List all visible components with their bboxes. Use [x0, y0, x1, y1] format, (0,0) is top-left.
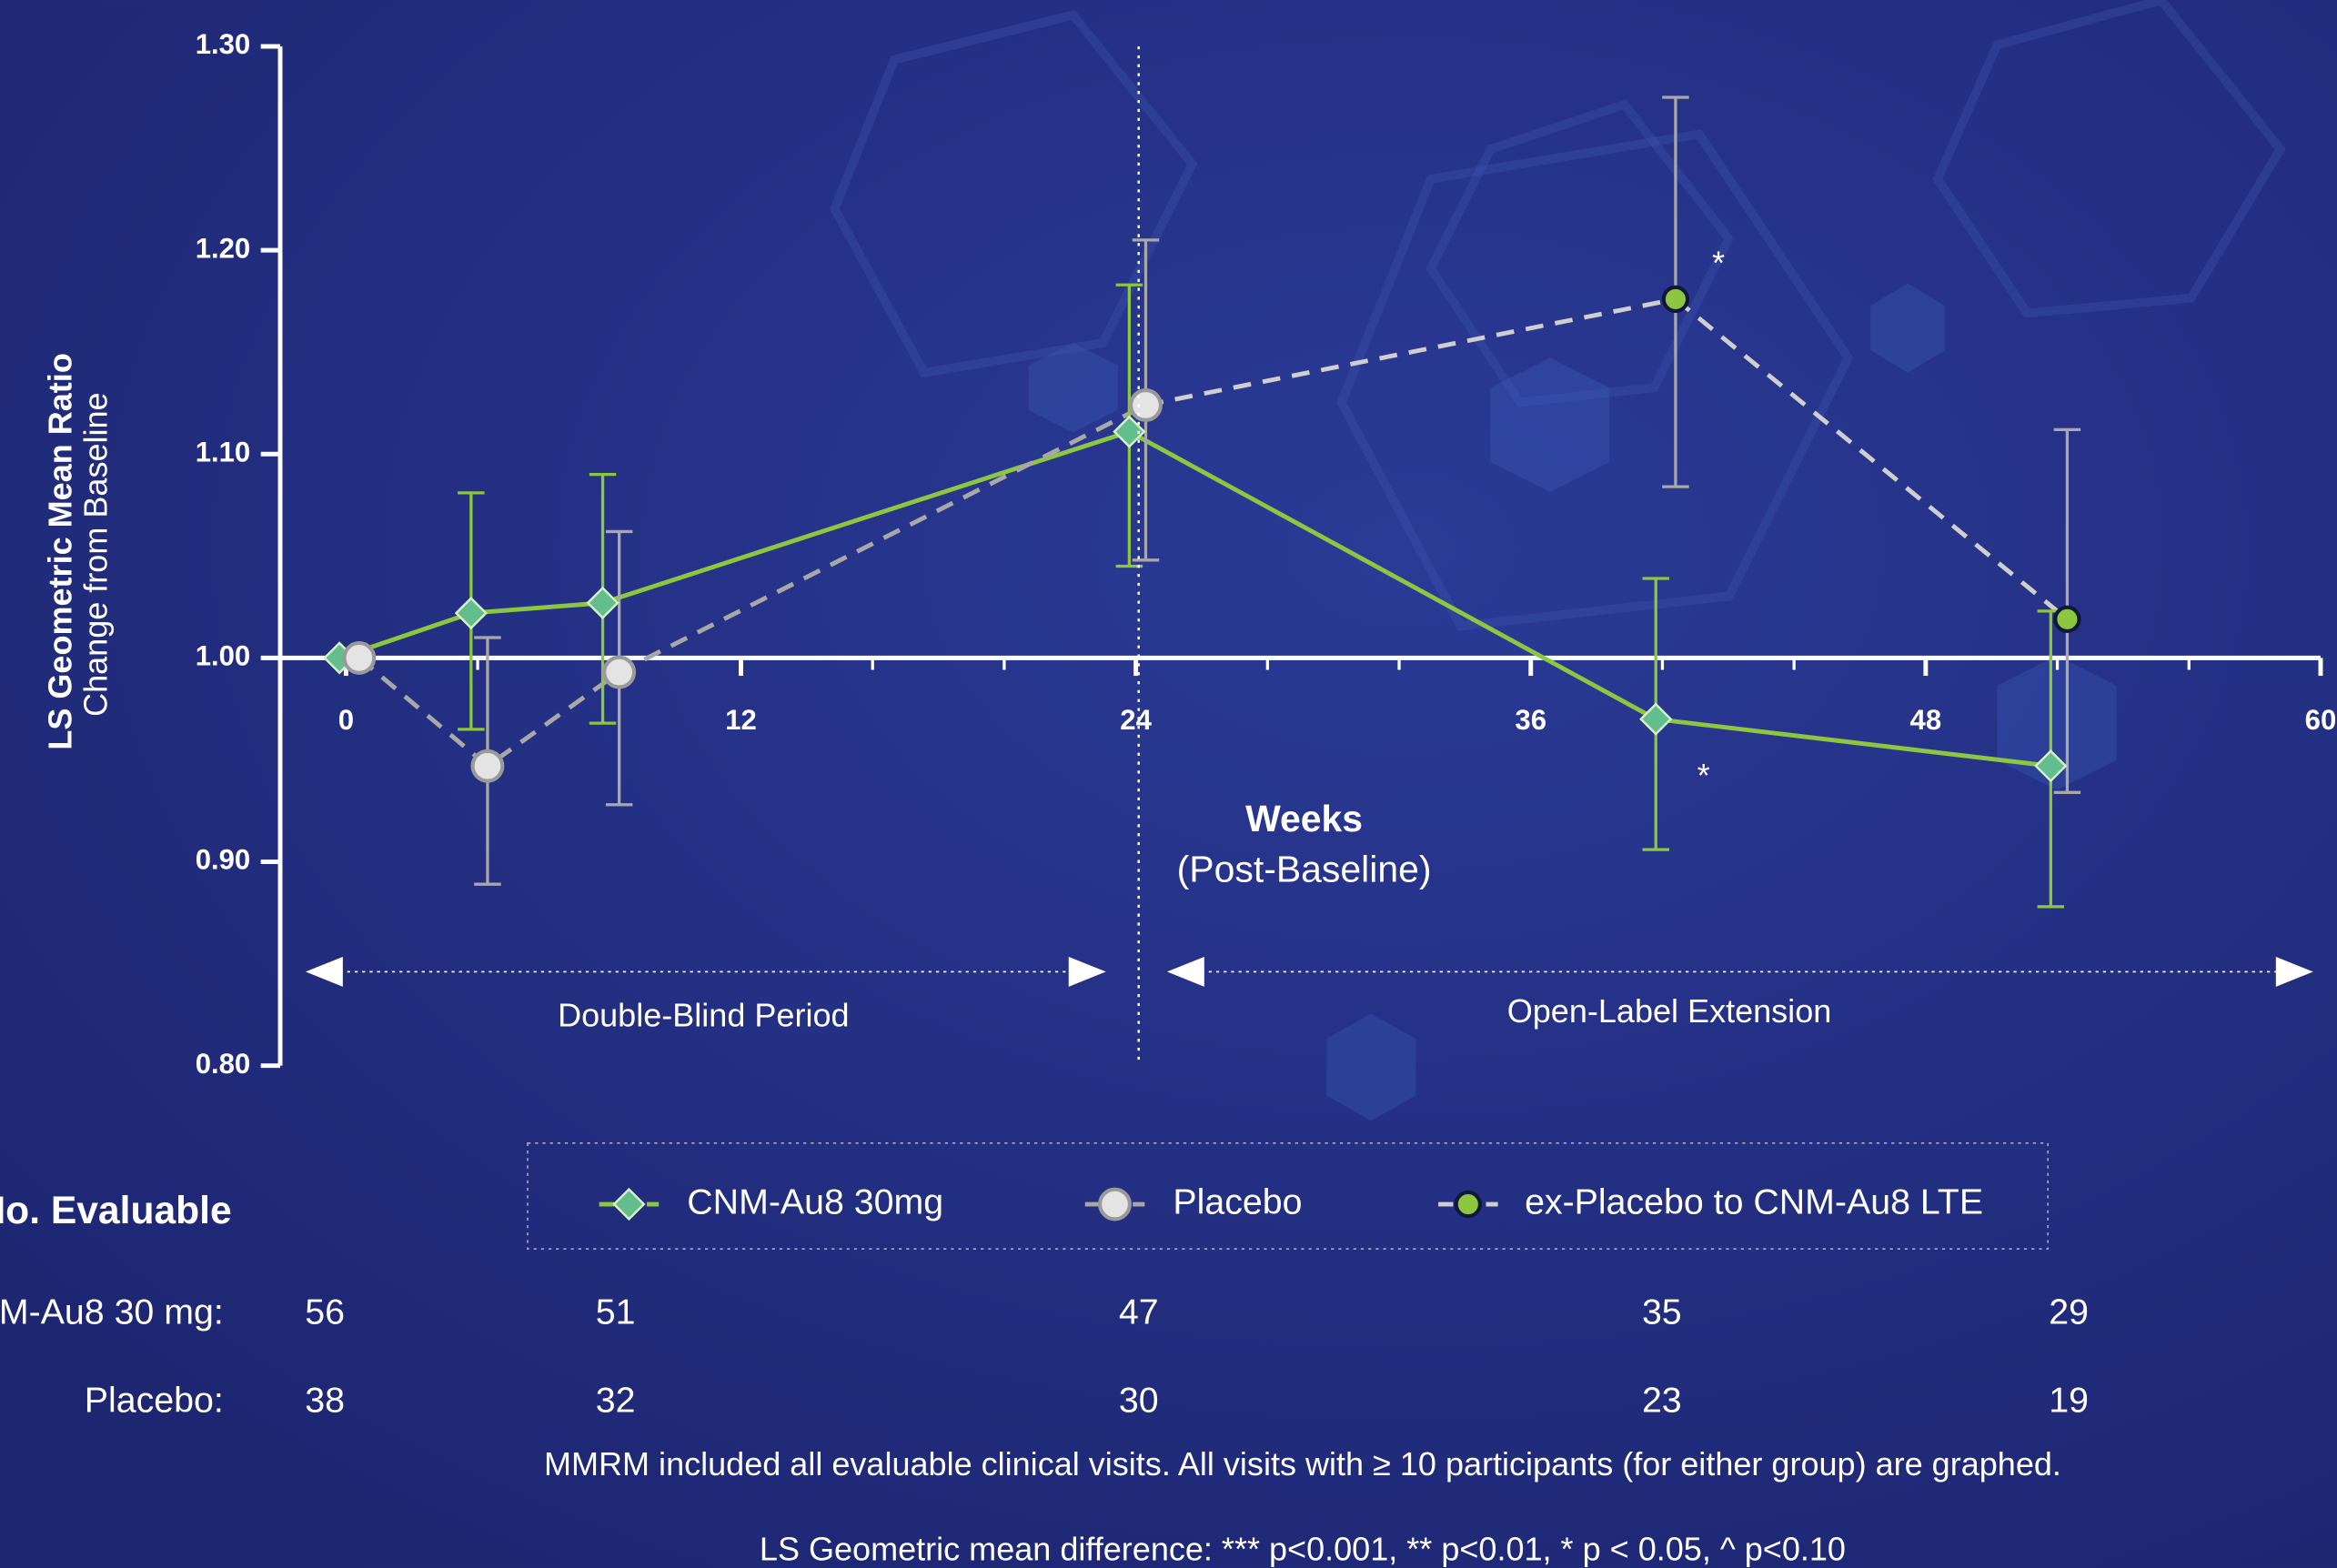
data-point — [586, 586, 620, 619]
legend-marker — [1098, 1187, 1132, 1221]
x-tick-label: 36 — [1515, 704, 1546, 736]
table-cell: 38 — [305, 1380, 345, 1420]
period-label: Open-Label Extension — [1507, 992, 1832, 1030]
legend-box — [527, 1142, 2049, 1250]
x-tick-label: 48 — [1910, 704, 1942, 736]
decoration — [830, 0, 2286, 631]
data-point — [2053, 605, 2081, 633]
decoration — [1028, 283, 2117, 1121]
table-cell: 32 — [596, 1380, 636, 1420]
table-cell: 23 — [1642, 1380, 1682, 1420]
table-cell: 30 — [1119, 1380, 1159, 1420]
legend-label: CNM-Au8 30mg — [687, 1181, 943, 1221]
row-label: CNM-Au8 30 mg: — [0, 1292, 224, 1332]
data-point — [2034, 749, 2068, 783]
x-tick-label: 12 — [725, 704, 757, 736]
period-arrows — [305, 957, 2313, 987]
y-tick-label: 1.00 — [196, 640, 251, 672]
y-tick-label: 0.90 — [196, 844, 251, 876]
x-tick-label: 0 — [338, 704, 354, 736]
series-connector — [1144, 297, 1677, 407]
y-tick-label: 0.80 — [196, 1048, 251, 1080]
y-tick-label: 1.30 — [196, 28, 251, 60]
table-cell: 29 — [2049, 1292, 2089, 1332]
annotation: * — [1712, 244, 1725, 281]
data-point — [602, 655, 637, 689]
x-tick-label: 24 — [1120, 704, 1152, 736]
x-tick-label: 60 — [2305, 704, 2337, 736]
table-cell: 19 — [2049, 1380, 2089, 1420]
footnote: MMRM included all evaluable clinical vis… — [544, 1445, 2061, 1483]
y-axis-subtitle: Change from Baseline — [77, 392, 115, 717]
legend-label: Placebo — [1173, 1181, 1302, 1221]
legend-marker — [1454, 1190, 1482, 1219]
data-point — [1129, 388, 1163, 422]
x-axis-title: Weeks — [1245, 798, 1363, 839]
series-line — [1674, 297, 2069, 621]
table-cell: 56 — [305, 1292, 345, 1332]
data-point — [1661, 285, 1690, 314]
series-line — [338, 428, 2051, 769]
y-tick-label: 1.10 — [196, 436, 251, 467]
table-cell: 51 — [596, 1292, 636, 1332]
y-tick-label: 1.20 — [196, 232, 251, 264]
data-point — [454, 596, 488, 630]
series-line — [358, 403, 1147, 769]
legend-label: ex-Placebo to CNM-Au8 LTE — [1525, 1181, 1983, 1221]
data-point — [470, 749, 505, 783]
data-point — [342, 640, 377, 675]
period-label: Double-Blind Period — [558, 997, 849, 1034]
footnote: LS Geometric mean difference: *** p<0.00… — [760, 1530, 1846, 1567]
y-axis-title: LS Geometric Mean Ratio — [41, 353, 78, 749]
table-title: No. Evaluable — [0, 1189, 232, 1232]
data-point — [1639, 702, 1673, 736]
x-axis-subtitle: (Post-Baseline) — [1177, 848, 1432, 890]
annotation: * — [1697, 757, 1710, 794]
legend-marker — [612, 1187, 646, 1221]
row-label: Placebo: — [85, 1380, 224, 1420]
data-point — [1113, 415, 1146, 448]
table-cell: 35 — [1642, 1292, 1682, 1332]
table-cell: 47 — [1119, 1292, 1159, 1332]
